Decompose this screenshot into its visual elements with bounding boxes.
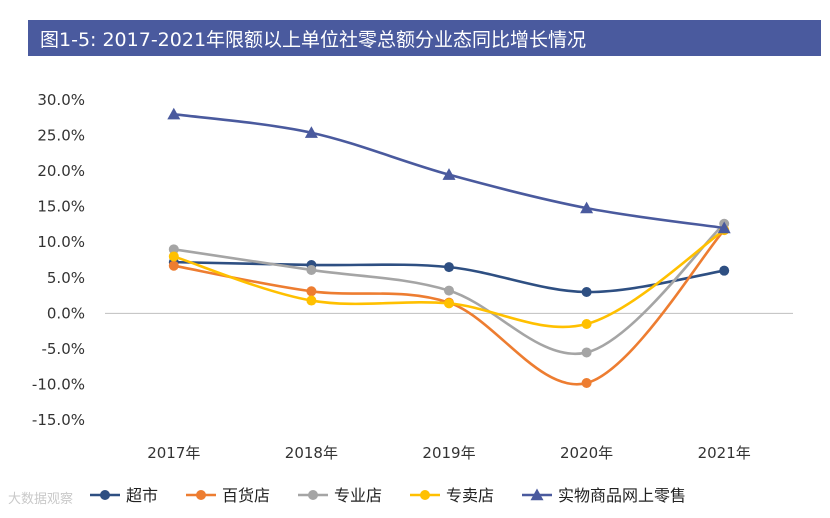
series-line-3 [173, 229, 725, 329]
legend-label: 专业店 [334, 486, 382, 505]
x-tick-label: 2021年 [698, 444, 751, 462]
chart-title: 图1-5: 2017-2021年限额以上单位社零总额分业态同比增长情况 [40, 28, 587, 51]
series-line-1 [173, 229, 726, 386]
data-point-series-0 [719, 265, 730, 276]
legend-label: 百货店 [222, 486, 270, 505]
y-tick-label: -15.0% [32, 411, 85, 429]
data-point-series-4 [580, 201, 594, 214]
data-point-series-3 [444, 298, 454, 309]
data-point-series-2 [581, 347, 592, 358]
y-tick-label: 30.0% [37, 91, 85, 109]
chart-title-bar: 图1-5: 2017-2021年限额以上单位社零总额分业态同比增长情况 [28, 20, 821, 56]
x-tick-label: 2019年 [422, 444, 475, 462]
legend-label: 实物商品网上零售 [558, 486, 686, 505]
legend-swatch-marker [308, 490, 318, 500]
y-tick-label: -10.0% [32, 375, 85, 393]
legend-swatch-marker [196, 490, 206, 500]
y-tick-label: 20.0% [37, 162, 85, 180]
legend-swatch-marker [100, 490, 110, 500]
data-point-series-3 [168, 251, 179, 262]
y-tick-label: 25.0% [37, 127, 85, 145]
series-line-2 [173, 222, 726, 356]
legend-swatch-marker [420, 490, 430, 500]
data-point-series-2 [444, 285, 454, 296]
data-point-series-1 [581, 378, 592, 389]
data-point-series-1 [306, 286, 317, 297]
legend-label: 超市 [126, 486, 158, 505]
legend-label: 专卖店 [446, 486, 494, 505]
y-tick-label: 0.0% [47, 304, 85, 322]
data-point-series-0 [581, 287, 592, 297]
data-point-series-4 [304, 126, 318, 138]
watermark: 大数据观察 [8, 492, 74, 507]
y-tick-label: -5.0% [41, 340, 85, 358]
x-tick-label: 2017年 [147, 444, 200, 462]
data-point-series-4 [717, 221, 731, 234]
data-point-series-3 [581, 319, 592, 329]
y-tick-label: 5.0% [47, 269, 85, 287]
y-tick-label: 10.0% [37, 233, 85, 251]
data-point-series-2 [306, 264, 317, 275]
data-point-series-4 [167, 107, 181, 120]
data-point-series-1 [168, 260, 179, 271]
data-point-series-2 [168, 244, 179, 255]
x-tick-label: 2020年 [560, 444, 613, 462]
data-point-series-4 [442, 168, 456, 180]
y-tick-label: 15.0% [37, 198, 85, 216]
x-tick-label: 2018年 [285, 444, 338, 462]
data-point-series-0 [444, 262, 454, 273]
data-point-series-3 [306, 295, 317, 306]
legend-swatch-marker [530, 488, 544, 501]
